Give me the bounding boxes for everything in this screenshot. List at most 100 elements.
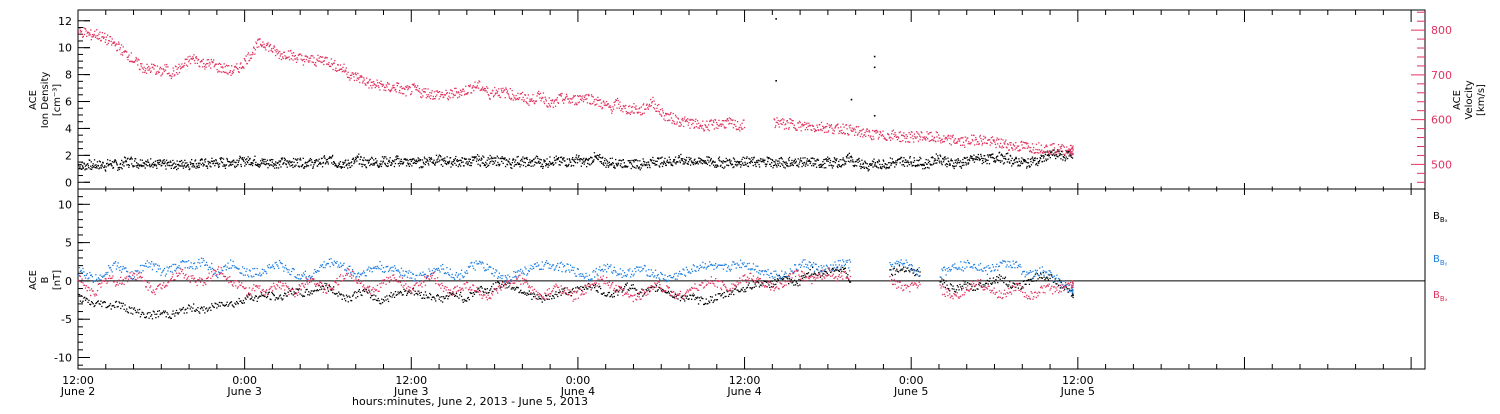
density-point: [522, 161, 523, 162]
density-point: [125, 157, 126, 158]
velocity-point: [1061, 144, 1062, 145]
velocity-point: [696, 123, 697, 124]
velocity-point: [224, 72, 225, 73]
velocity-point: [600, 99, 601, 100]
density-point: [935, 160, 936, 161]
velocity-point: [1053, 143, 1054, 144]
density-point: [193, 163, 194, 164]
velocity-point: [735, 126, 736, 127]
bx-point: [114, 307, 115, 308]
bx-point: [744, 289, 745, 290]
velocity-point: [197, 63, 198, 64]
density-point: [900, 162, 901, 163]
density-point: [865, 163, 866, 164]
density-point: [335, 163, 336, 164]
density-point: [430, 161, 431, 162]
bx-point: [378, 298, 379, 299]
velocity-point: [1071, 151, 1072, 152]
bx-point: [219, 302, 220, 303]
velocity-point: [739, 127, 740, 128]
density-point: [166, 160, 167, 161]
density-point: [444, 160, 445, 161]
velocity-point: [1032, 143, 1033, 144]
velocity-point: [1070, 150, 1071, 151]
density-point: [452, 164, 453, 165]
bx-point: [546, 295, 547, 296]
velocity-point: [156, 73, 157, 74]
velocity-point: [445, 94, 446, 95]
density-point: [771, 166, 772, 167]
density-point: [401, 159, 402, 160]
density-point: [485, 165, 486, 166]
density-point: [382, 156, 383, 157]
density-point: [88, 167, 89, 168]
bx-point: [457, 296, 458, 297]
velocity-point: [469, 86, 470, 87]
bx-point: [622, 291, 623, 292]
density-point: [584, 164, 585, 165]
velocity-point: [111, 41, 112, 42]
bx-point: [524, 294, 525, 295]
velocity-point: [505, 97, 506, 98]
density-point: [178, 168, 179, 169]
density-point: [504, 157, 505, 158]
density-point: [812, 157, 813, 158]
bx-point: [777, 278, 778, 279]
velocity-point: [640, 114, 641, 115]
bx-point: [813, 274, 814, 275]
density-point: [578, 157, 579, 158]
density-point: [855, 165, 856, 166]
density-point: [787, 166, 788, 167]
density-point: [273, 163, 274, 164]
bx-point: [463, 302, 464, 303]
velocity-point: [494, 95, 495, 96]
bx-point: [789, 278, 790, 279]
velocity-point: [1049, 151, 1050, 152]
velocity-point: [999, 147, 1000, 148]
velocity-point: [423, 91, 424, 92]
density-point: [611, 164, 612, 165]
velocity-point: [846, 128, 847, 129]
density-point: [362, 166, 363, 167]
density-point: [958, 160, 959, 161]
velocity-point: [117, 44, 118, 45]
bx-point: [755, 286, 756, 287]
bx-point: [351, 300, 352, 301]
density-point: [262, 160, 263, 161]
velocity-point: [858, 126, 859, 127]
density-point: [342, 167, 343, 168]
velocity-point: [359, 77, 360, 78]
density-point: [789, 157, 790, 158]
density-point: [924, 165, 925, 166]
bx-point: [320, 286, 321, 287]
velocity-point: [1004, 142, 1005, 143]
density-point: [702, 163, 703, 164]
velocity-point: [430, 98, 431, 99]
density-point: [94, 159, 95, 160]
density-point: [1017, 162, 1018, 163]
velocity-point: [1057, 150, 1058, 151]
bx-point: [304, 296, 305, 297]
velocity-point: [454, 88, 455, 89]
density-point: [158, 160, 159, 161]
velocity-point: [359, 82, 360, 83]
density-point: [896, 162, 897, 163]
density-point: [117, 170, 118, 171]
density-point: [248, 156, 249, 157]
density-point: [207, 166, 208, 167]
bx-point: [118, 306, 119, 307]
bx-point: [336, 293, 337, 294]
density-point: [223, 158, 224, 159]
density-point: [639, 166, 640, 167]
bx-point: [713, 302, 714, 303]
velocity-point: [1002, 139, 1003, 140]
velocity-point: [964, 145, 965, 146]
density-point: [102, 165, 103, 166]
velocity-point: [1072, 147, 1073, 148]
bx-point: [374, 299, 375, 300]
bx-point: [895, 270, 896, 271]
density-point: [503, 163, 504, 164]
density-point: [723, 168, 724, 169]
velocity-point: [236, 63, 237, 64]
density-point: [769, 158, 770, 159]
